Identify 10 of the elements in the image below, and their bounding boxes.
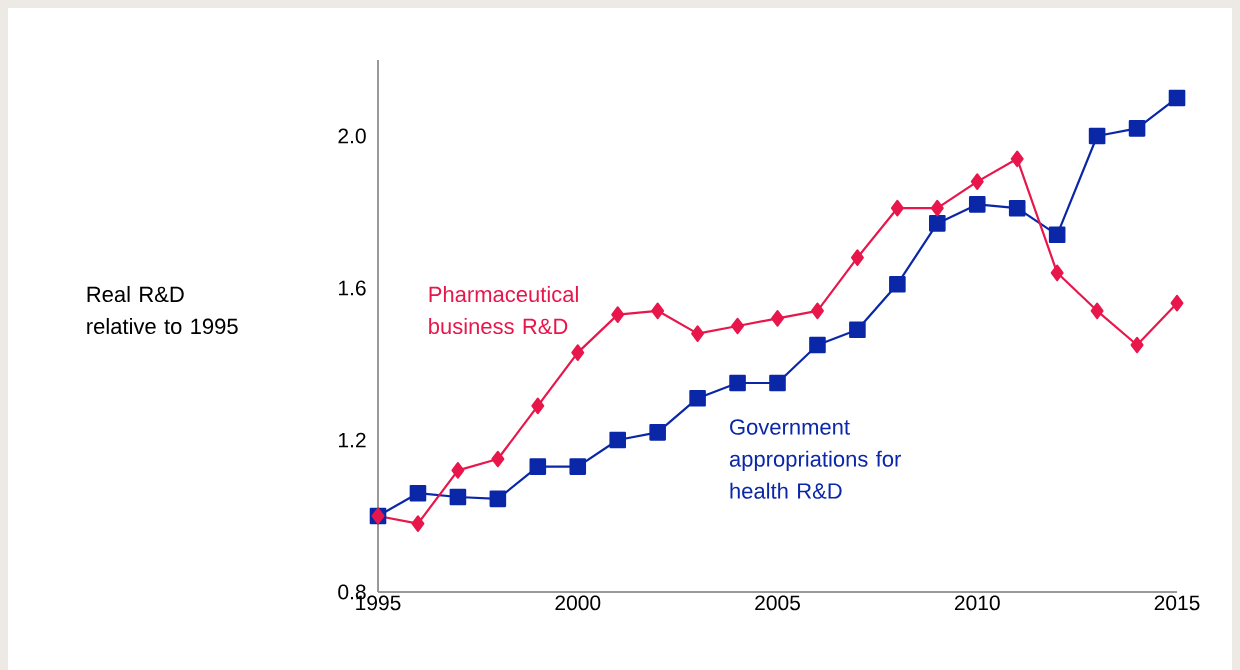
y-tick-label: 2.0 [338,128,366,144]
x-tick-label: 2015 [1154,595,1200,611]
y-axis-title: Real R&D relative to 1995 [87,285,238,335]
y-tick-label: 1.6 [339,280,366,296]
series-label: Government appropriations for health R&D [729,419,901,499]
x-tick-label: 2010 [954,595,1000,611]
x-tick-label: 2005 [755,595,800,611]
x-tick-label: 2000 [555,595,601,611]
y-tick-label: 1.2 [339,432,366,448]
series-label: Pharmaceutical business R&D [429,285,578,335]
